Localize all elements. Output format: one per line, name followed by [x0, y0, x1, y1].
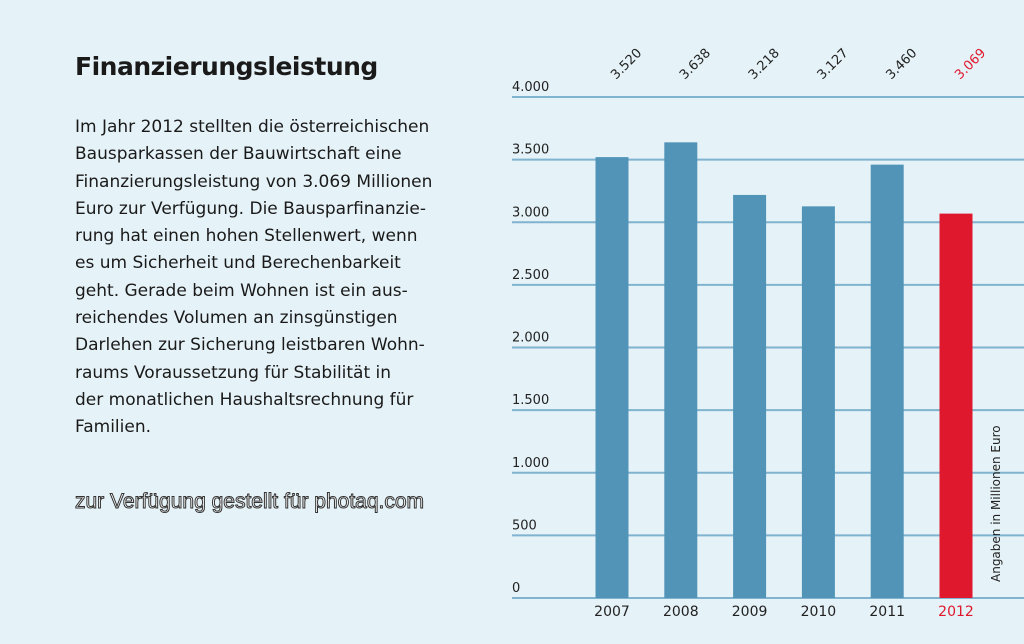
paragraph-line: Im Jahr 2012 stellten die österreichisch… — [75, 117, 430, 137]
data-label: 3.520 — [608, 46, 645, 83]
body-paragraph: Im Jahr 2012 stellten die österreichisch… — [75, 114, 475, 442]
x-tick-label: 2011 — [869, 604, 905, 620]
bar-2009 — [733, 194, 767, 598]
bar-2008 — [664, 142, 698, 598]
bar-2010 — [801, 206, 835, 598]
paragraph-line: Finanzierungsleistung von 3.069 Millione… — [75, 171, 433, 192]
y-tick-label: 1.500 — [512, 393, 549, 408]
data-label: 3.069 — [952, 46, 989, 83]
paragraph-line: rung hat einen hohen Stellenwert, wenn — [75, 226, 418, 247]
paragraph-line: reichendes Volumen an zinsgünstigen — [75, 308, 398, 329]
y-tick-label: 0 — [512, 581, 520, 596]
y-tick-label: 3.000 — [512, 205, 549, 220]
y-tick-label: 500 — [512, 518, 537, 533]
bar-2011 — [870, 164, 904, 598]
paragraph-line: Bausparkassen der Bauwirtschaft eine — [75, 144, 402, 165]
y-tick-label: 1.000 — [512, 456, 549, 471]
y-axis-label: Angaben in Millionen Euro — [989, 425, 1003, 582]
data-label: 3.218 — [746, 46, 783, 83]
paragraph-line: es um Sicherheit und Berechenbarkeit — [75, 253, 401, 274]
paragraph-line: raums Voraussetzung für Stabilität in — [75, 362, 392, 383]
data-label: 3.460 — [883, 46, 920, 83]
y-tick-label: 4.000 — [512, 80, 549, 95]
x-tick-label: 2008 — [663, 604, 699, 620]
paragraph-line: Euro zur Verfügung. Die Bausparfinanzie- — [75, 198, 426, 219]
paragraph-line: der monatlichen Haushaltsrechnung für — [75, 389, 414, 410]
y-tick-label: 2.500 — [512, 268, 549, 283]
x-tick-label: 2009 — [732, 604, 768, 620]
data-label: 3.638 — [677, 46, 714, 83]
paragraph-line: Familien. — [75, 417, 152, 438]
page-title: Finanzierungsleistung — [75, 52, 378, 81]
watermark: zur Verfügung gestellt für photaq.com — [74, 490, 425, 514]
x-tick-label: 2007 — [594, 604, 630, 620]
y-tick-label: 2.000 — [512, 331, 549, 346]
x-tick-label: 2010 — [801, 604, 837, 620]
bar-2012 — [939, 213, 973, 598]
paragraph-line: geht. Gerade beim Wohnen ist ein aus- — [75, 280, 408, 301]
data-label: 3.127 — [815, 46, 852, 83]
x-tick-label: 2012 — [938, 604, 974, 620]
bar-2007 — [595, 157, 629, 598]
y-tick-label: 3.500 — [512, 143, 549, 158]
paragraph-line: Darlehen zur Sicherung leistbaren Wohn- — [75, 335, 425, 356]
